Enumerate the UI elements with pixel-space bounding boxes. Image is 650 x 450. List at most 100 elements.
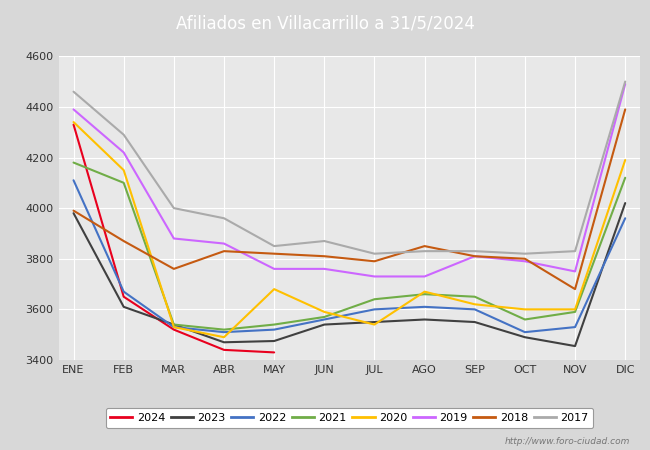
2021: [421, 292, 428, 297]
2023: [571, 343, 579, 349]
2024: [70, 122, 77, 127]
2019: [521, 259, 529, 264]
2019: [70, 107, 77, 112]
Text: http://www.foro-ciudad.com: http://www.foro-ciudad.com: [505, 436, 630, 446]
Line: 2017: 2017: [73, 81, 625, 254]
2024: [220, 347, 228, 353]
2023: [220, 340, 228, 345]
2023: [471, 320, 478, 325]
2019: [270, 266, 278, 271]
2020: [621, 158, 629, 163]
2023: [621, 200, 629, 206]
2017: [70, 89, 77, 94]
2017: [320, 238, 328, 244]
2021: [120, 180, 127, 185]
2018: [370, 259, 378, 264]
2024: [120, 294, 127, 299]
2020: [370, 322, 378, 327]
2017: [270, 243, 278, 249]
2018: [70, 208, 77, 213]
2022: [170, 324, 177, 330]
2022: [471, 307, 478, 312]
2018: [621, 107, 629, 112]
2021: [471, 294, 478, 299]
2021: [571, 309, 579, 315]
2019: [571, 269, 579, 274]
2018: [471, 253, 478, 259]
2020: [521, 307, 529, 312]
2024: [170, 327, 177, 332]
2017: [370, 251, 378, 256]
2021: [521, 317, 529, 322]
2023: [320, 322, 328, 327]
2019: [471, 253, 478, 259]
2022: [220, 329, 228, 335]
2024: [270, 350, 278, 355]
2017: [621, 79, 629, 84]
2022: [270, 327, 278, 332]
Line: 2021: 2021: [73, 162, 625, 329]
2018: [220, 248, 228, 254]
Line: 2023: 2023: [73, 203, 625, 346]
2019: [220, 241, 228, 246]
2017: [170, 205, 177, 211]
2022: [320, 317, 328, 322]
2019: [421, 274, 428, 279]
2018: [270, 251, 278, 256]
2017: [220, 216, 228, 221]
2018: [320, 253, 328, 259]
2019: [170, 236, 177, 241]
2018: [521, 256, 529, 261]
2019: [370, 274, 378, 279]
2022: [571, 324, 579, 330]
Legend: 2024, 2023, 2022, 2021, 2020, 2019, 2018, 2017: 2024, 2023, 2022, 2021, 2020, 2019, 2018…: [106, 408, 593, 428]
2022: [421, 304, 428, 310]
2023: [521, 334, 529, 340]
2022: [621, 216, 629, 221]
2020: [170, 324, 177, 330]
2020: [220, 334, 228, 340]
Line: 2024: 2024: [73, 125, 274, 352]
2019: [621, 81, 629, 87]
2020: [421, 289, 428, 294]
2021: [370, 297, 378, 302]
2020: [120, 167, 127, 173]
2020: [471, 302, 478, 307]
2021: [70, 160, 77, 165]
2022: [370, 307, 378, 312]
2023: [421, 317, 428, 322]
2023: [270, 338, 278, 344]
2021: [320, 314, 328, 319]
2020: [320, 309, 328, 315]
2023: [370, 320, 378, 325]
2023: [120, 304, 127, 310]
2022: [120, 289, 127, 294]
2018: [571, 287, 579, 292]
Line: 2022: 2022: [73, 180, 625, 332]
2023: [170, 322, 177, 327]
2022: [521, 329, 529, 335]
2017: [421, 248, 428, 254]
2017: [120, 132, 127, 137]
Line: 2020: 2020: [73, 122, 625, 337]
Line: 2019: 2019: [73, 84, 625, 276]
Text: Afiliados en Villacarrillo a 31/5/2024: Afiliados en Villacarrillo a 31/5/2024: [176, 14, 474, 33]
Line: 2018: 2018: [73, 109, 625, 289]
2021: [220, 327, 228, 332]
2020: [270, 287, 278, 292]
2022: [70, 178, 77, 183]
2020: [571, 307, 579, 312]
2018: [120, 238, 127, 244]
2018: [421, 243, 428, 249]
2017: [571, 248, 579, 254]
2021: [170, 322, 177, 327]
2021: [621, 175, 629, 180]
2018: [170, 266, 177, 271]
2020: [70, 119, 77, 125]
2019: [120, 150, 127, 155]
2017: [471, 248, 478, 254]
2019: [320, 266, 328, 271]
2021: [270, 322, 278, 327]
2017: [521, 251, 529, 256]
2023: [70, 211, 77, 216]
